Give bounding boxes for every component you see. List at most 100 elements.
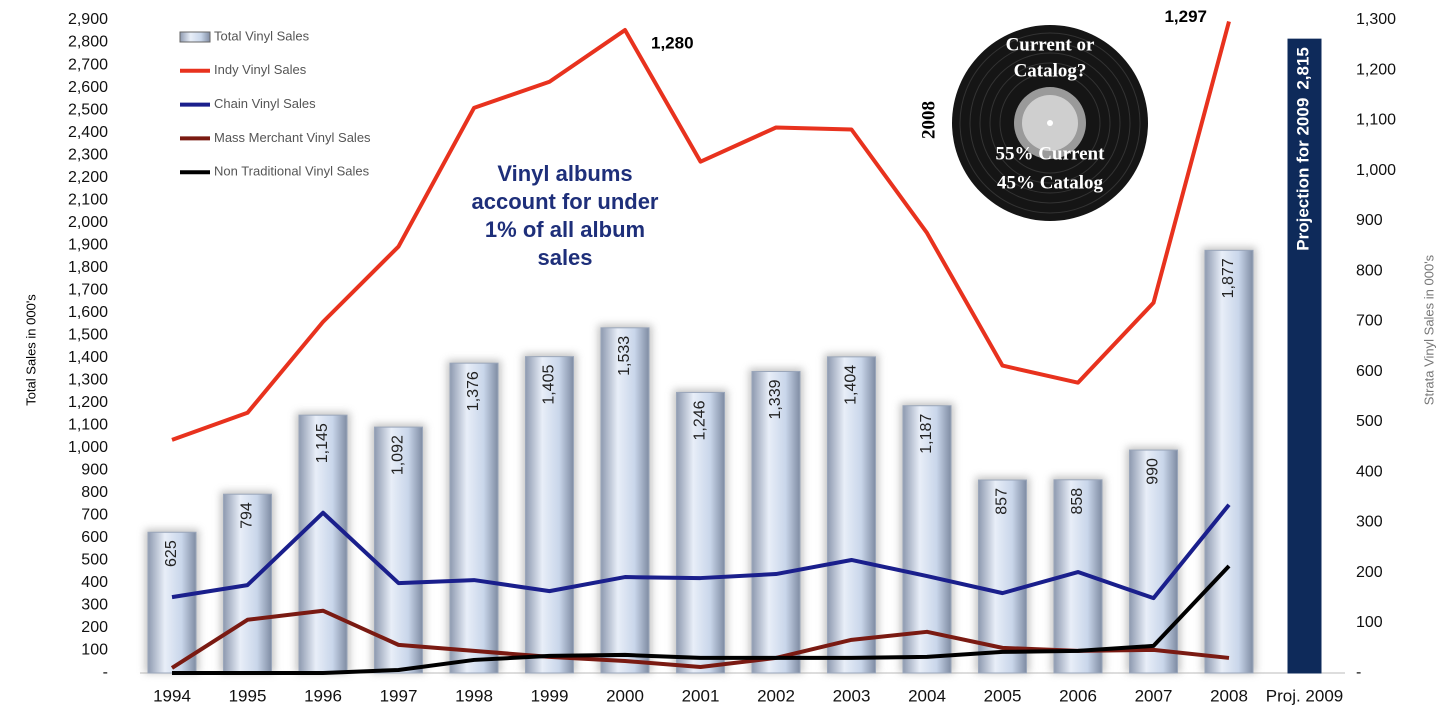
x-tick-label: 1997	[380, 686, 418, 705]
x-tick-label: 2005	[984, 686, 1022, 705]
bar	[449, 362, 499, 674]
y2-tick-label: 1,000	[1356, 162, 1396, 179]
legend-label: Indy Vinyl Sales	[214, 62, 307, 77]
x-tick-label: 2002	[757, 686, 795, 705]
bar	[600, 327, 650, 674]
bar	[1129, 449, 1178, 674]
bar-value-label: 858	[1069, 488, 1086, 515]
bar-value-label: 2,815	[1294, 47, 1313, 90]
bar-value-label: 1,092	[390, 435, 407, 475]
bar	[374, 426, 423, 674]
y2-tick-label: 300	[1356, 514, 1383, 531]
y-tick-label: 1,300	[68, 371, 108, 388]
y-tick-label: 600	[81, 529, 108, 546]
annotation: Vinyl albums account for under 1% of all…	[471, 161, 659, 270]
y-tick-label: 2,600	[68, 79, 108, 96]
y-tick-label: 2,000	[68, 214, 108, 231]
y-tick-label: 1,800	[68, 259, 108, 276]
record-groove	[989, 62, 1111, 184]
legend-label: Chain Vinyl Sales	[214, 96, 316, 111]
record-groove	[969, 42, 1131, 204]
bar-value-label: 1,404	[843, 365, 860, 405]
x-tick-label: 2001	[682, 686, 720, 705]
bar-value-label: 625	[163, 540, 180, 567]
y-tick-label: 1,600	[68, 304, 108, 321]
bar-value-label: 1,533	[616, 336, 633, 376]
record-split: 55% Current	[996, 143, 1106, 164]
y-tick-label: 700	[81, 507, 108, 524]
line-value-label: 1,297	[1164, 7, 1207, 26]
y-tick-label: 2,700	[68, 56, 108, 73]
x-tick-label: 2003	[833, 686, 871, 705]
y-tick-label: 2,400	[68, 124, 108, 141]
bar	[751, 370, 801, 674]
y-tick-label: 1,100	[68, 417, 108, 434]
x-tick-label: 1999	[531, 686, 569, 705]
y2-tick-label: 900	[1356, 212, 1383, 229]
bar-value-label: 857	[994, 488, 1011, 515]
legend-label: Mass Merchant Vinyl Sales	[214, 130, 371, 145]
line	[172, 564, 1231, 675]
record-question: Current or	[1006, 34, 1095, 55]
x-tick-label: Proj. 2009	[1266, 686, 1344, 705]
y-tick-label: 1,700	[68, 281, 108, 298]
y-tick-label: 2,800	[68, 34, 108, 51]
bar	[978, 479, 1027, 674]
record-groove	[979, 52, 1121, 194]
y-tick-label: 1,500	[68, 326, 108, 343]
y-tick-label: 2,900	[68, 11, 108, 28]
line	[171, 503, 1231, 601]
record-groove	[999, 72, 1101, 174]
y-tick-label: 400	[81, 574, 108, 591]
y-tick-label: 1,000	[68, 439, 108, 456]
y2-tick-label: 100	[1356, 614, 1383, 631]
y2-tick-label: -	[1356, 664, 1361, 681]
bar-value-label: 1,145	[314, 423, 331, 463]
x-tick-label: 2006	[1059, 686, 1097, 705]
line	[171, 20, 1231, 442]
x-tick-label: 2007	[1135, 686, 1173, 705]
y2-tick-label: 200	[1356, 564, 1383, 581]
y-tick-label: 2,200	[68, 169, 108, 186]
bar-value-label: 1,339	[767, 379, 784, 419]
y2-tick-label: 1,200	[1356, 61, 1396, 78]
record-split: 45% Catalog	[997, 172, 1104, 193]
legend-label: Total Vinyl Sales	[214, 28, 310, 43]
y2-tick-label: 400	[1356, 463, 1383, 480]
y-tick-label: 800	[81, 484, 108, 501]
x-tick-label: 1996	[304, 686, 342, 705]
x-tick-label: 1994	[153, 686, 191, 705]
y-tick-label: 200	[81, 619, 108, 636]
bar	[525, 356, 574, 674]
record-groove	[959, 32, 1141, 214]
y-tick-label: 1,200	[68, 394, 108, 411]
x-tick-label: 2000	[606, 686, 644, 705]
x-tick-label: 2008	[1210, 686, 1248, 705]
y2-tick-label: 1,100	[1356, 112, 1396, 129]
y-tick-label: 2,300	[68, 146, 108, 163]
record-year: 2008	[918, 101, 939, 139]
bar	[1204, 249, 1254, 674]
y2-tick-label: 500	[1356, 413, 1383, 430]
y2-tick-label: 1,300	[1356, 11, 1396, 28]
x-tick-label: 1998	[455, 686, 493, 705]
y-tick-label: 500	[81, 552, 108, 569]
bar-value-label: 1,187	[918, 414, 935, 454]
y-tick-label: 2,500	[68, 101, 108, 118]
projection-label: Projection for 2009 2,815	[1294, 47, 1313, 251]
bar	[827, 356, 876, 674]
bar	[676, 391, 725, 674]
y2-tick-label: 600	[1356, 363, 1383, 380]
y-tick-label: 300	[81, 597, 108, 614]
y2-tick-label: 800	[1356, 262, 1383, 279]
y-tick-label: 1,900	[68, 236, 108, 253]
bar-value-label: 1,246	[692, 400, 709, 440]
y-tick-label: 1,400	[68, 349, 108, 366]
y-tick-label: 2,100	[68, 191, 108, 208]
y2-tick-label: 700	[1356, 313, 1383, 330]
y2-axis-title: Strata Vinyl Sales in 000's	[1421, 254, 1436, 405]
x-tick-label: 2004	[908, 686, 946, 705]
bar	[147, 531, 197, 674]
